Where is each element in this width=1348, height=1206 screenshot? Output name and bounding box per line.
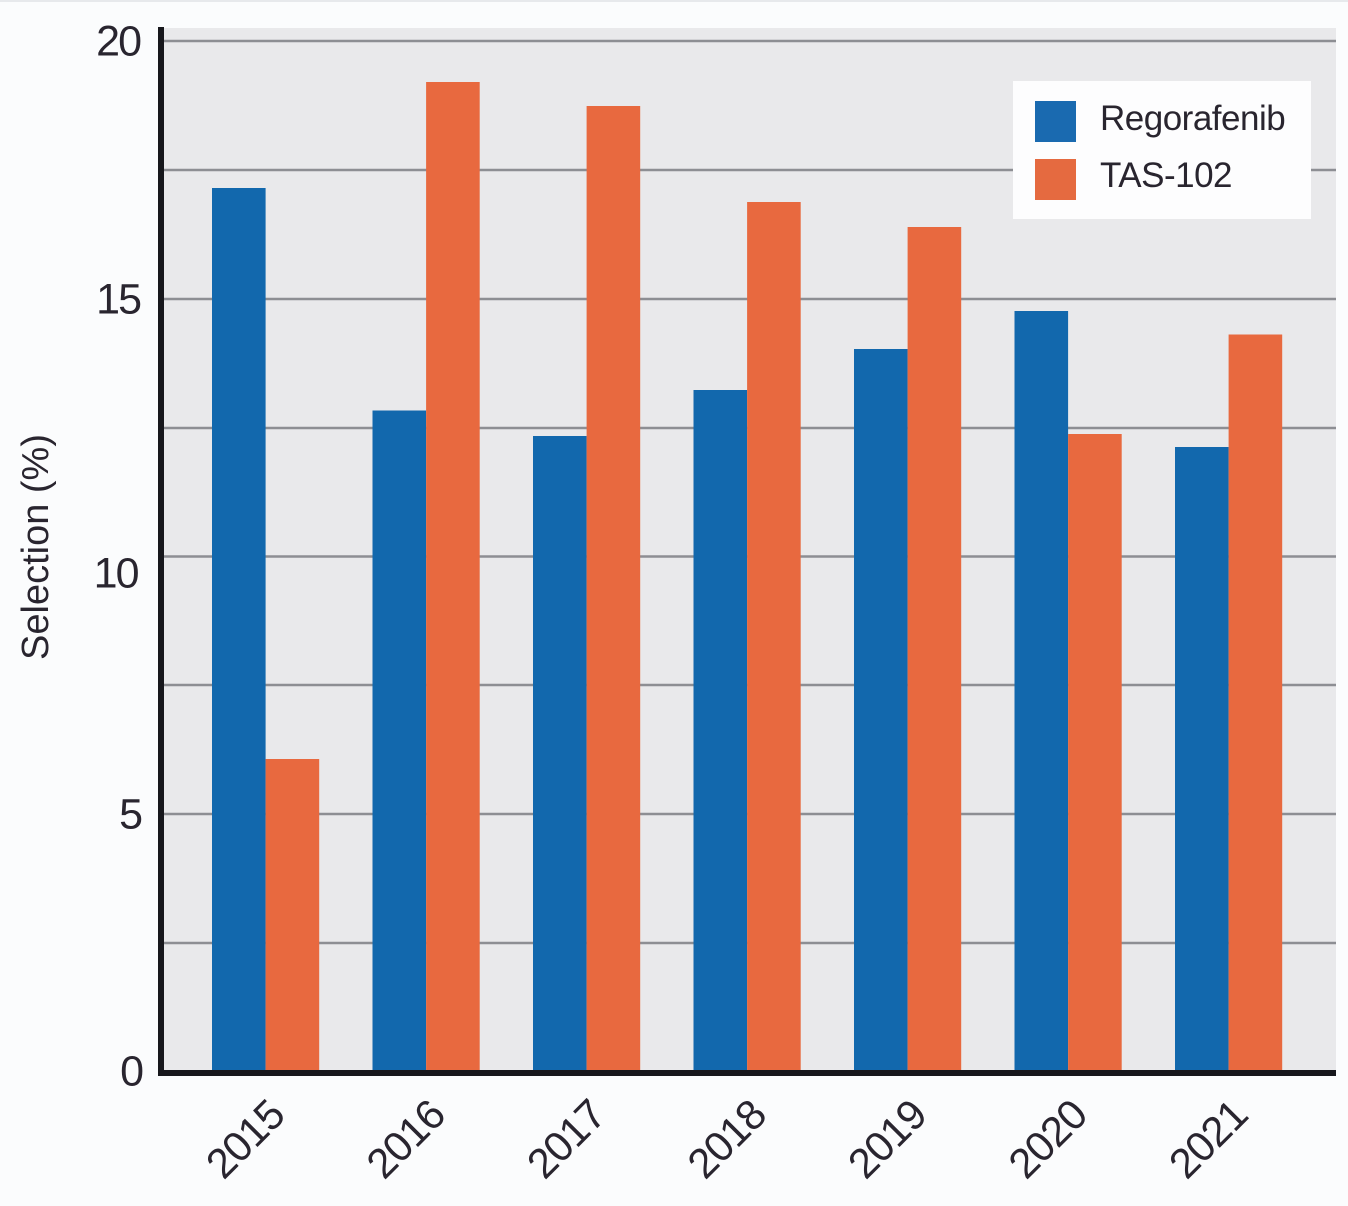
svg-text:0: 0 <box>120 1048 143 1096</box>
svg-text:TAS-102: TAS-102 <box>1100 156 1232 195</box>
svg-text:10: 10 <box>94 550 139 598</box>
svg-text:5: 5 <box>119 791 142 839</box>
svg-text:Regorafenib: Regorafenib <box>1100 99 1285 138</box>
svg-text:15: 15 <box>96 276 141 324</box>
svg-text:20: 20 <box>96 18 141 66</box>
svg-text:Selection (%): Selection (%) <box>15 434 57 660</box>
